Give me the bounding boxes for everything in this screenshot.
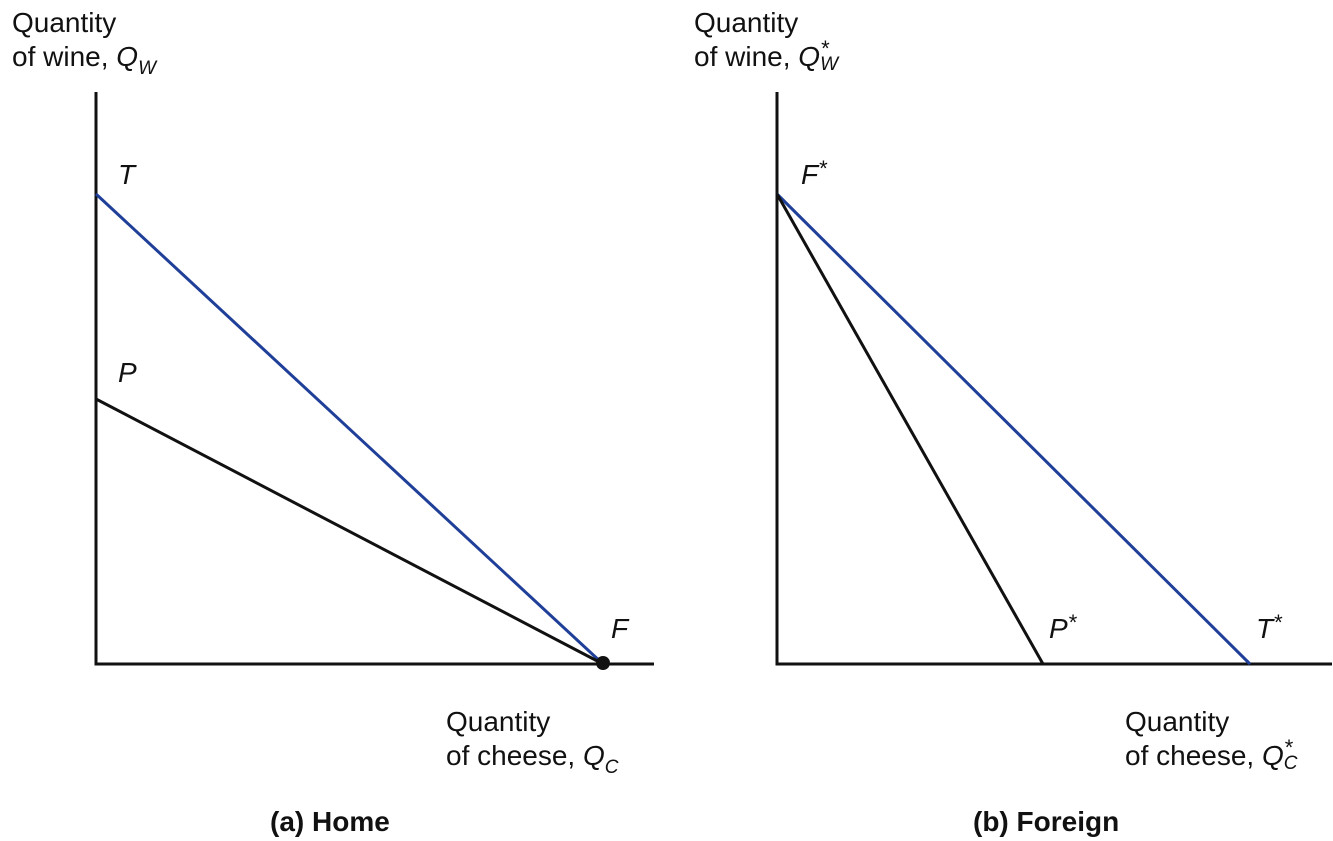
home-label-t-text: T xyxy=(118,159,136,190)
foreign-x-axis-line1: Quantity xyxy=(1125,706,1230,737)
foreign-x-axis-var: Q xyxy=(1261,740,1284,771)
home-x-axis-line2: of cheese, QC xyxy=(446,739,619,778)
home-y-axis-prefix: of wine, xyxy=(12,41,117,72)
home-trade-line xyxy=(94,192,605,666)
home-panel xyxy=(94,92,654,670)
foreign-x-axis-sup: * xyxy=(1284,735,1294,760)
foreign-x-axis-line2: of cheese, Q * C xyxy=(1125,735,1300,775)
home-x-axis-line1: Quantity xyxy=(446,706,551,737)
foreign-label-p: P* xyxy=(1049,610,1077,646)
home-production-line xyxy=(95,397,604,666)
foreign-y-axis-line1: Quantity xyxy=(694,7,799,38)
foreign-x-axis-prefix: of cheese, xyxy=(1125,740,1262,771)
foreign-label-t-star: * xyxy=(1274,610,1283,635)
foreign-label-f-star: * xyxy=(819,156,828,181)
foreign-x-axis-title: Quantity of cheese, Q * C xyxy=(1125,705,1300,775)
home-label-p-text: P xyxy=(118,357,137,388)
foreign-x-axis-sub: C xyxy=(1283,753,1298,774)
home-x-axis-var: Q xyxy=(582,740,605,771)
home-panel-caption: (a) Home xyxy=(270,806,390,837)
home-label-f-text: F xyxy=(611,613,629,644)
foreign-panel-caption: (b) Foreign xyxy=(973,806,1120,837)
home-y-axis-title: Quantity of wine, QW xyxy=(12,6,156,79)
home-y-axis-sub: W xyxy=(138,58,156,79)
foreign-y-axis-supsub: * W xyxy=(820,36,838,76)
foreign-y-axis-prefix: of wine, xyxy=(694,41,799,72)
home-y-axis-line2: of wine, QW xyxy=(12,40,156,79)
foreign-y-axis-var: Q xyxy=(798,41,821,72)
home-label-p: P xyxy=(118,358,137,388)
foreign-y-axis-sub: W xyxy=(820,54,838,75)
foreign-y-axis-line2: of wine, Q * W xyxy=(694,36,838,76)
foreign-trade-line xyxy=(775,192,1252,666)
home-x-axis-sub: C xyxy=(604,757,619,778)
foreign-label-p-text: P xyxy=(1049,613,1068,644)
home-y-axis-line1: Quantity xyxy=(12,7,117,38)
foreign-y-axis-sup: * xyxy=(821,36,830,61)
foreign-label-f-text: F xyxy=(801,159,819,190)
foreign-label-p-star: * xyxy=(1068,610,1078,635)
foreign-y-axis-title: Quantity of wine, Q * W xyxy=(694,6,838,76)
foreign-production-line xyxy=(775,193,1045,665)
home-x-axis-title: Quantity of cheese, QC xyxy=(446,705,619,778)
foreign-panel xyxy=(775,92,1332,666)
home-point-f-dot xyxy=(596,656,610,670)
foreign-label-f: F* xyxy=(801,156,828,192)
foreign-label-t: T* xyxy=(1256,610,1283,646)
foreign-label-t-text: T xyxy=(1256,613,1274,644)
home-x-axis-prefix: of cheese, xyxy=(446,740,583,771)
home-label-f: F xyxy=(611,614,628,644)
foreign-x-axis-supsub: * C xyxy=(1283,735,1300,775)
home-y-axis-var: Q xyxy=(116,41,139,72)
home-label-t: T xyxy=(118,160,135,190)
